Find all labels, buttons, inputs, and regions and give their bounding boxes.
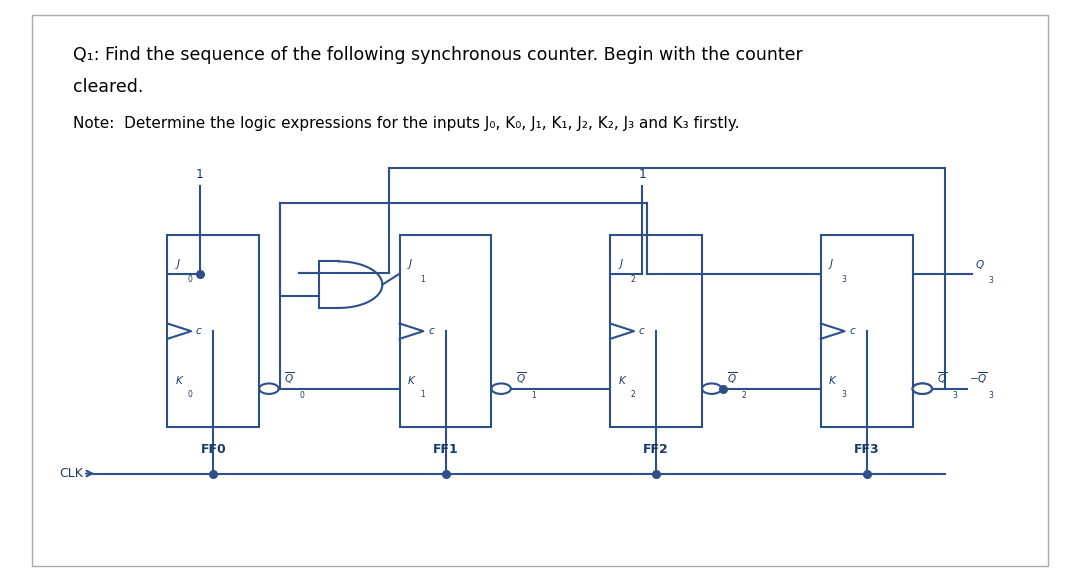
Text: $K$: $K$	[618, 374, 627, 386]
Text: 0: 0	[188, 275, 193, 284]
Text: 3: 3	[841, 275, 847, 284]
Bar	[610, 235, 702, 427]
Text: $\overline{Q}$: $\overline{Q}$	[284, 371, 294, 386]
Text: Q₁: Find the sequence of the following synchronous counter. Begin with the count: Q₁: Find the sequence of the following s…	[73, 46, 804, 64]
Text: cleared.: cleared.	[73, 78, 144, 96]
Circle shape	[913, 383, 932, 394]
Circle shape	[491, 383, 511, 394]
Text: 1: 1	[420, 275, 424, 284]
Text: $Q$: $Q$	[975, 259, 985, 271]
Text: 2: 2	[742, 391, 746, 400]
Text: 2: 2	[631, 390, 635, 399]
Text: 3: 3	[988, 276, 994, 285]
Text: $K$: $K$	[828, 374, 838, 386]
Text: $K$: $K$	[407, 374, 417, 386]
Text: $c$: $c$	[849, 326, 856, 336]
Circle shape	[913, 383, 932, 394]
Text: $K$: $K$	[175, 374, 185, 386]
Text: 2: 2	[631, 275, 635, 284]
Text: 0: 0	[188, 390, 193, 399]
Text: $J$: $J$	[618, 257, 624, 271]
Text: 1: 1	[638, 168, 646, 181]
Text: $J$: $J$	[407, 257, 414, 271]
Circle shape	[702, 383, 721, 394]
Text: Note:  Determine the logic expressions for the inputs J₀, K₀, J₁, K₁, J₂, K₂, J₃: Note: Determine the logic expressions fo…	[73, 116, 740, 131]
Text: $\overline{Q}$: $\overline{Q}$	[937, 371, 947, 386]
Text: $\overline{Q}$: $\overline{Q}$	[516, 371, 526, 386]
Text: FF3: FF3	[854, 443, 879, 456]
Bar	[821, 235, 913, 427]
Text: FF2: FF2	[644, 443, 669, 456]
Text: $-\overline{Q}$: $-\overline{Q}$	[969, 371, 987, 386]
Text: 3: 3	[841, 390, 847, 399]
Text: $c$: $c$	[428, 326, 435, 336]
Text: FF1: FF1	[433, 443, 458, 456]
Text: 3: 3	[988, 391, 994, 400]
Text: 1: 1	[531, 391, 536, 400]
Text: 1: 1	[420, 390, 424, 399]
Circle shape	[259, 383, 279, 394]
Text: 1: 1	[195, 168, 203, 181]
Bar	[400, 235, 491, 427]
Text: $c$: $c$	[195, 326, 203, 336]
Text: $c$: $c$	[638, 326, 646, 336]
Text: FF0: FF0	[201, 443, 226, 456]
Text: CLK: CLK	[59, 467, 83, 480]
Bar	[167, 235, 259, 427]
Text: 0: 0	[299, 391, 305, 400]
Text: $\overline{Q}$: $\overline{Q}$	[727, 371, 737, 386]
Text: $J$: $J$	[828, 257, 835, 271]
Text: $J$: $J$	[175, 257, 181, 271]
Text: 3: 3	[953, 391, 958, 400]
